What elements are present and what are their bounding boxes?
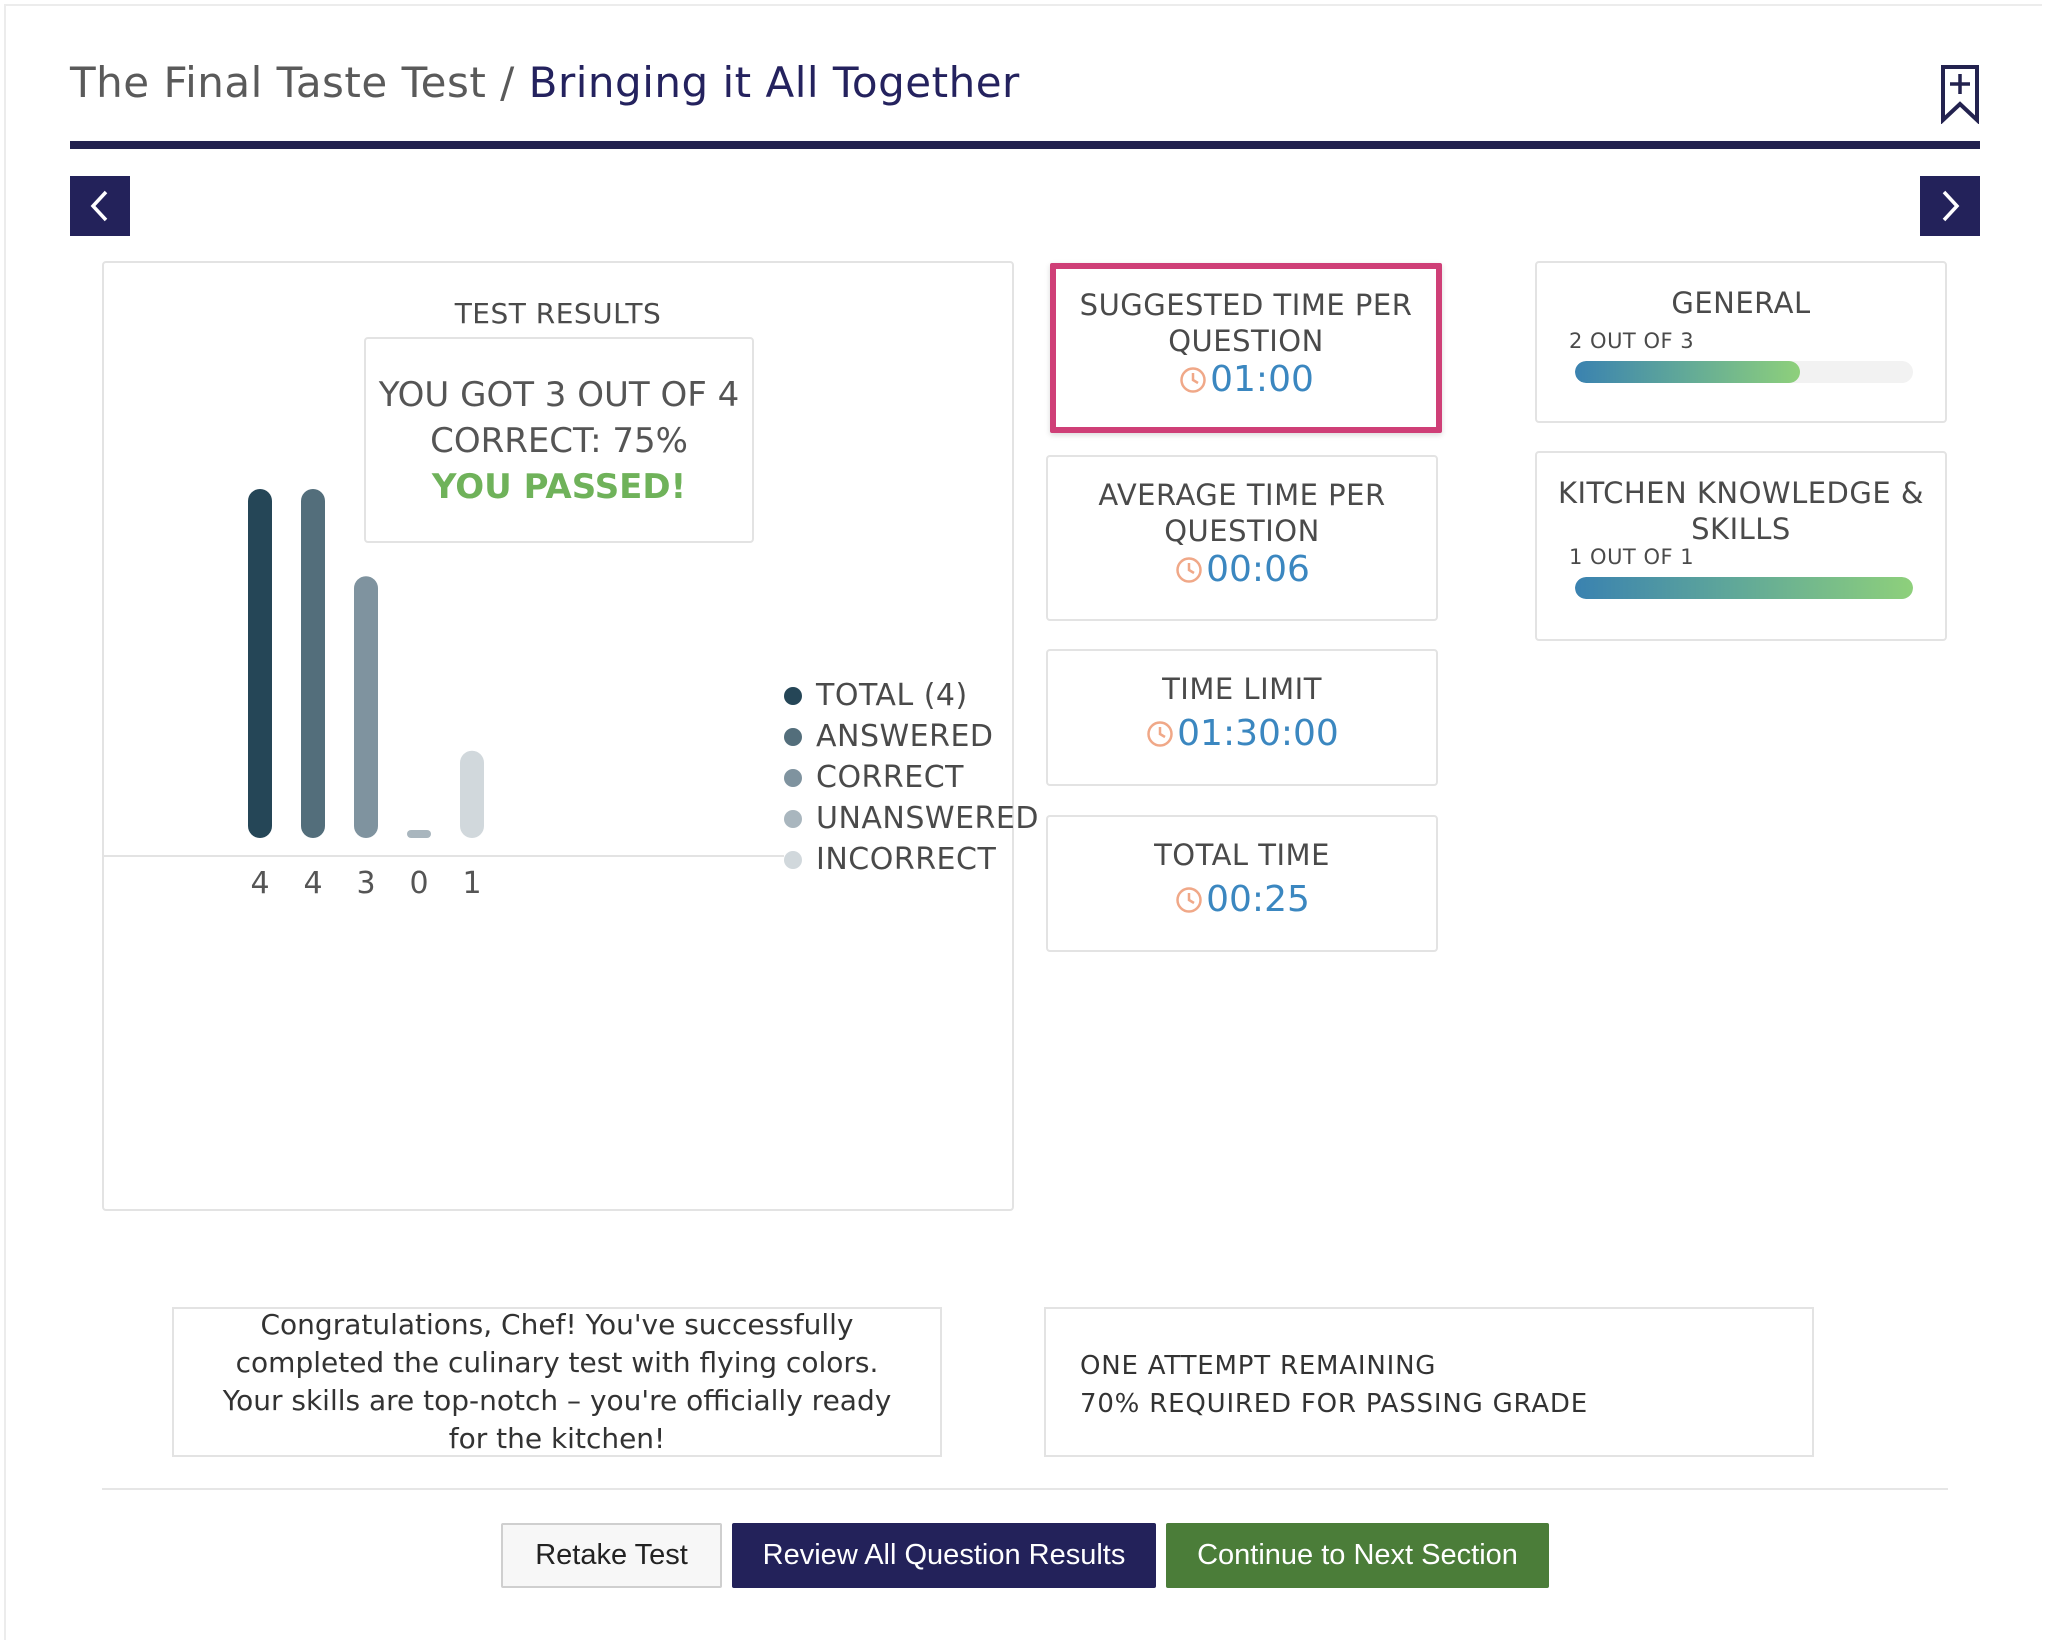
- legend-item-3: UNANSWERED: [784, 798, 1039, 839]
- time-limit-label: TIME LIMIT: [1162, 672, 1322, 706]
- category-title: GENERAL: [1671, 286, 1811, 320]
- chart-tick-label-3: 0: [409, 866, 428, 901]
- score-percent-text: CORRECT: 75%: [430, 421, 688, 461]
- score-count-text: YOU GOT 3 OUT OF 4: [378, 375, 740, 415]
- retake-test-button[interactable]: Retake Test: [501, 1523, 722, 1588]
- page-frame: [4, 4, 2042, 1640]
- chart-tick-label-1: 4: [303, 866, 322, 901]
- pass-status-text: YOU PASSED!: [431, 467, 687, 507]
- time-limit-card: TIME LIMIT 01:30:00: [1046, 649, 1438, 786]
- page-title: The Final Taste Test / Bringing it All T…: [70, 58, 1020, 107]
- time-limit-text: 01:30:00: [1177, 713, 1339, 754]
- breadcrumb-separator: /: [486, 58, 529, 107]
- category-title-line1: KITCHEN KNOWLEDGE &: [1557, 476, 1925, 510]
- total-time-label: TOTAL TIME: [1154, 838, 1330, 872]
- total-time-value: 00:25: [1174, 879, 1310, 920]
- chart-bar-3: [407, 830, 431, 838]
- category-card-general: GENERAL 2 OUT OF 3: [1535, 261, 1947, 423]
- legend-dot: [784, 809, 802, 828]
- result-message-text: Congratulations, Chef! You've successful…: [222, 1308, 892, 1455]
- chart-tick-label-4: 1: [462, 866, 481, 901]
- legend-item-1: ANSWERED: [784, 716, 1039, 757]
- legend-item-2: CORRECT: [784, 757, 1039, 798]
- legend-item-0: TOTAL (4): [784, 675, 1039, 716]
- suggested-time-text: 01:00: [1210, 359, 1314, 400]
- suggested-time-label-1: SUGGESTED TIME PER: [1079, 288, 1413, 322]
- average-time-text: 00:06: [1206, 549, 1310, 590]
- score-summary-box: YOU GOT 3 OUT OF 4 CORRECT: 75% YOU PASS…: [364, 337, 754, 543]
- legend-dot: [784, 850, 802, 869]
- next-button[interactable]: [1920, 176, 1980, 236]
- breadcrumb-parent[interactable]: The Final Taste Test: [70, 58, 487, 107]
- title-divider: [70, 141, 1980, 149]
- chart-bar-1: [301, 489, 325, 838]
- average-time-card: AVERAGE TIME PER QUESTION 00:06: [1046, 455, 1438, 621]
- category-progress-bar: [1575, 577, 1913, 599]
- chevron-left-icon: [90, 190, 108, 222]
- chart-bar-0: [248, 489, 272, 838]
- suggested-time-label-2: QUESTION: [1168, 324, 1324, 358]
- chart-bar-4: [460, 750, 484, 838]
- legend-label: UNANSWERED: [816, 801, 1039, 836]
- result-message: Congratulations, Chef! You've successful…: [172, 1307, 942, 1457]
- test-results-card: TEST RESULTS YOU GOT 3 OUT OF 4 CORRECT:…: [102, 261, 1038, 1211]
- previous-button[interactable]: [70, 176, 130, 236]
- total-time-card: TOTAL TIME 00:25: [1046, 815, 1438, 952]
- category-score: 2 OUT OF 3: [1569, 329, 1695, 353]
- average-time-label-1: AVERAGE TIME PER: [1098, 478, 1386, 512]
- clock-icon: [1180, 366, 1206, 393]
- clock-icon: [1147, 720, 1173, 747]
- review-results-button[interactable]: Review All Question Results: [732, 1523, 1156, 1588]
- legend-label: ANSWERED: [816, 719, 994, 754]
- passing-grade-text: 70% REQUIRED FOR PASSING GRADE: [1080, 1389, 1588, 1419]
- legend-label: INCORRECT: [816, 842, 997, 877]
- breadcrumb-current: Bringing it All Together: [528, 58, 1020, 107]
- suggested-time-value: 01:00: [1178, 359, 1314, 400]
- category-score: 1 OUT OF 1: [1569, 545, 1695, 569]
- average-time-label-2: QUESTION: [1164, 514, 1320, 548]
- legend-dot: [784, 727, 802, 746]
- footer-divider: [102, 1488, 1948, 1490]
- chart-legend: TOTAL (4) ANSWERED CORRECT UNANSWERED INCORR…: [784, 675, 1039, 880]
- category-card-kitchen: KITCHEN KNOWLEDGE & SKILLS 1 OUT OF 1: [1535, 451, 1947, 641]
- category-progress-bar: [1575, 361, 1913, 383]
- suggested-time-card: SUGGESTED TIME PER QUESTION 01:00: [1050, 263, 1442, 433]
- legend-item-4: INCORRECT: [784, 839, 1039, 880]
- legend-label: CORRECT: [816, 760, 964, 795]
- test-results-title: TEST RESULTS: [454, 297, 662, 330]
- legend-dot: [784, 768, 802, 787]
- time-limit-value: 01:30:00: [1145, 713, 1339, 754]
- legend-dot: [784, 686, 802, 705]
- continue-next-section-button[interactable]: Continue to Next Section: [1166, 1523, 1549, 1588]
- clock-icon: [1176, 556, 1202, 583]
- legend-label: TOTAL (4): [816, 678, 968, 713]
- chevron-right-icon: [1942, 190, 1960, 222]
- category-title-line2: SKILLS: [1691, 512, 1791, 546]
- bookmark-add-icon[interactable]: [1940, 64, 1980, 125]
- chart-tick-label-2: 3: [356, 866, 375, 901]
- category-progress-fill: [1575, 361, 1801, 383]
- category-progress-fill: [1575, 577, 1913, 599]
- chart-tick-label-0: 4: [250, 866, 269, 901]
- total-time-text: 00:25: [1206, 879, 1310, 920]
- average-time-value: 00:06: [1174, 549, 1310, 590]
- attempts-remaining-text: ONE ATTEMPT REMAINING: [1080, 1351, 1437, 1381]
- chart-bar-2: [354, 576, 378, 838]
- attempt-info-box: ONE ATTEMPT REMAINING 70% REQUIRED FOR P…: [1044, 1307, 1814, 1457]
- clock-icon: [1176, 886, 1202, 913]
